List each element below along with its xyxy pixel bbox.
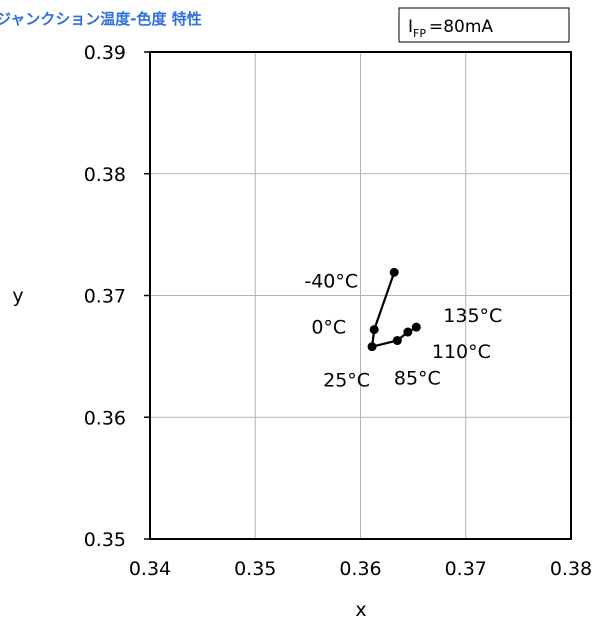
point-labels: -40°C 0°C 25°C 85°C 110°C 135°C [304, 270, 502, 391]
y-tick-label: 0.39 [84, 42, 126, 64]
y-tick-label: 0.36 [84, 407, 126, 429]
chart-title: ジャンクション温度-色度 特性 [0, 10, 202, 28]
data-point [369, 325, 379, 335]
plot-area-frame [149, 51, 572, 540]
data-point [389, 267, 399, 277]
point-label: 0°C [311, 317, 346, 339]
x-tick-label: 0.37 [445, 558, 487, 580]
condition-box: IFP =80mA [398, 7, 570, 43]
y-tick-label: 0.35 [84, 529, 126, 551]
y-tick-label: 0.37 [84, 286, 126, 308]
condition-box-border [398, 7, 570, 43]
point-label: -40°C [304, 270, 358, 292]
y-tick-label: 0.38 [84, 164, 126, 186]
condition-label: IFP =80mA [408, 17, 493, 40]
data-point [392, 336, 402, 346]
x-tick-label: 0.38 [550, 558, 592, 580]
grid [144, 51, 571, 540]
point-label: 85°C [394, 368, 441, 390]
condition-value: =80mA [429, 17, 493, 37]
condition-subscript: FP [413, 27, 426, 40]
data-point [411, 322, 421, 332]
data-point [403, 327, 413, 337]
series [367, 267, 421, 352]
data-point [367, 342, 377, 352]
x-axis-title: x [355, 599, 366, 621]
x-tick-label: 0.35 [234, 558, 276, 580]
x-tick-label: 0.36 [339, 558, 381, 580]
x-tick-label: 0.34 [129, 558, 171, 580]
condition-symbol: I [408, 17, 413, 37]
point-label: 110°C [432, 341, 491, 363]
point-label: 25°C [323, 370, 370, 392]
point-label: 135°C [443, 305, 502, 327]
y-axis-title: y [12, 285, 23, 307]
tick-labels: 0.34 0.35 0.36 0.37 0.380.390.380.370.360.35 [84, 42, 592, 580]
